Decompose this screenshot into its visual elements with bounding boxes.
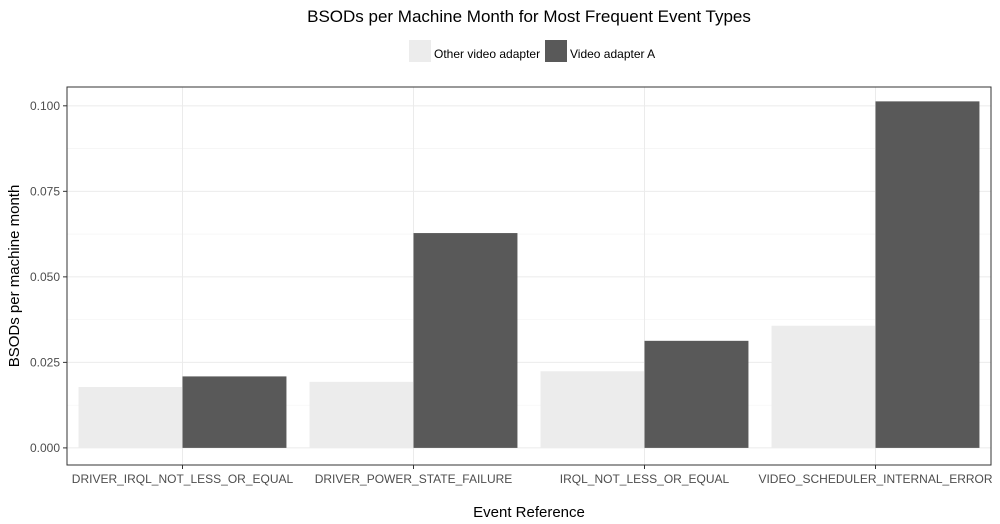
x-tick-label: IRQL_NOT_LESS_OR_EQUAL: [560, 472, 730, 486]
legend-key: [545, 40, 567, 62]
bar-video-adapter-a: [875, 101, 980, 448]
chart-title: BSODs per Machine Month for Most Frequen…: [307, 7, 751, 26]
legend-label: Other video adapter: [434, 47, 540, 61]
legend-label: Video adapter A: [570, 47, 655, 61]
bar-video-adapter-a: [182, 376, 287, 448]
plot-panel-border: [66, 86, 992, 466]
bar-other-video-adapter: [771, 325, 876, 448]
y-axis-title: BSODs per machine month: [6, 185, 23, 368]
y-tick-label: 0.100: [30, 99, 60, 113]
bar-other-video-adapter: [540, 371, 645, 448]
bar-video-adapter-a: [644, 340, 749, 448]
x-axis-ticks: DRIVER_IRQL_NOT_LESS_OR_EQUAL DRIVER_POWE…: [72, 465, 993, 486]
bar-other-video-adapter: [78, 387, 183, 448]
legend: Other video adapter Video adapter A: [409, 40, 655, 62]
legend-key: [409, 40, 431, 62]
bar-video-adapter-a: [413, 233, 518, 448]
y-tick-label: 0.000: [30, 441, 60, 455]
x-tick-label: DRIVER_POWER_STATE_FAILURE: [315, 472, 513, 486]
x-tick-label: VIDEO_SCHEDULER_INTERNAL_ERROR: [758, 472, 992, 486]
y-tick-label: 0.075: [30, 184, 60, 198]
y-tick-label: 0.050: [30, 270, 60, 284]
y-tick-label: 0.025: [30, 355, 60, 369]
x-axis-title: Event Reference: [473, 504, 585, 521]
x-tick-label: DRIVER_IRQL_NOT_LESS_OR_EQUAL: [72, 472, 294, 486]
bar-other-video-adapter: [309, 381, 414, 448]
bars: [78, 101, 980, 448]
y-axis-ticks: 0.000 0.025 0.050 0.075 0.100: [30, 99, 67, 455]
